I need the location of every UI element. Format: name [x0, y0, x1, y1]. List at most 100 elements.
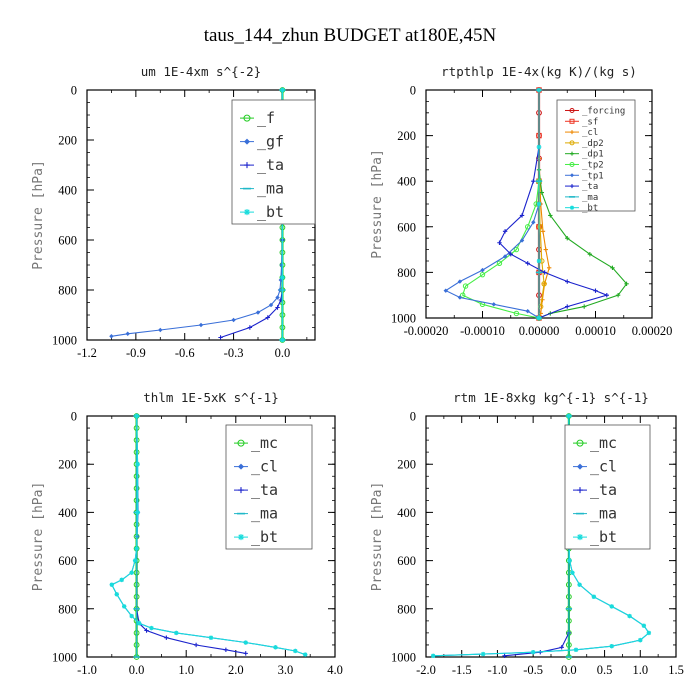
legend-label: _cl [251, 458, 278, 476]
data-point [462, 283, 469, 289]
y-tick-label: 600 [397, 554, 416, 568]
data-point [537, 224, 543, 230]
legend-marker [577, 487, 583, 494]
panel-title: rtpthlp 1E-4x(kg K)/(kg s) [441, 64, 637, 79]
data-point [223, 647, 229, 652]
data-point [198, 322, 204, 328]
data-point [280, 275, 285, 280]
data-point [443, 288, 448, 293]
legend-marker [570, 184, 574, 189]
legend-label: _bt [590, 528, 617, 546]
y-tick-label: 800 [58, 284, 77, 298]
data-point [303, 652, 308, 657]
y-axis-label: Pressure [hPa] [370, 482, 385, 592]
x-tick-label: -1.5 [452, 663, 472, 677]
data-point [570, 570, 575, 575]
legend-label: _tp1 [582, 171, 604, 181]
y-tick-label: 0 [410, 410, 416, 424]
series-line [504, 416, 570, 657]
x-tick-label: 0.0 [275, 346, 291, 360]
y-tick-label: 200 [397, 458, 416, 472]
series-ta [502, 413, 572, 658]
x-tick-label: 0.0 [561, 663, 577, 677]
data-point [536, 87, 542, 93]
data-point [536, 258, 542, 264]
legend-label: _ma [582, 193, 598, 203]
data-point [543, 247, 548, 252]
legend-entry-mc: _mc [573, 434, 617, 452]
chart-panels: um 1E-4xm s^{-2} Pressure [hPa] 0 200 400 600… [31, 64, 684, 677]
data-point [293, 648, 298, 654]
legend-entry-dp2: _dp2 [565, 139, 604, 149]
legend-label: _bt [251, 528, 278, 546]
data-point [615, 293, 621, 298]
data-point [114, 592, 119, 597]
data-point [268, 302, 274, 308]
legend-label: _dp2 [582, 139, 604, 149]
legend-marker [238, 487, 244, 494]
data-point [457, 279, 463, 284]
data-point [539, 190, 545, 195]
data-point [536, 201, 542, 207]
y-tick-label: 200 [397, 129, 416, 143]
legend-label: _ta [582, 182, 598, 192]
data-point [542, 270, 547, 275]
x-tick-label: -0.00010 [460, 324, 505, 338]
data-point [275, 305, 280, 310]
data-point [480, 651, 486, 657]
x-tick-label: 0.00020 [632, 324, 673, 338]
data-point [218, 335, 223, 340]
data-point [129, 570, 134, 575]
data-point [609, 604, 614, 609]
data-point [243, 651, 248, 656]
y-tick-label: 800 [397, 266, 416, 280]
legend-marker [244, 138, 250, 145]
legend-label: _ma [251, 505, 278, 523]
legend-marker [237, 439, 245, 447]
data-point [247, 325, 253, 330]
legend-marker [569, 107, 575, 113]
data-point [536, 315, 542, 321]
data-point [502, 254, 508, 259]
legend-label: _ta [590, 481, 617, 499]
figure-title: taus_144_zhun BUDGET at180E,45N [204, 25, 497, 46]
x-tick-label: 3.0 [278, 663, 294, 677]
data-point [641, 623, 647, 628]
legend-label: _f [257, 109, 275, 127]
data-point [132, 558, 138, 563]
data-point [119, 577, 124, 583]
data-point [243, 640, 248, 645]
legend-label: _cl [582, 128, 598, 138]
y-tick-label: 400 [397, 175, 416, 189]
data-point [593, 288, 598, 293]
data-point [565, 304, 570, 309]
y-axis-label: Pressure [hPa] [370, 149, 385, 259]
data-point [513, 246, 520, 253]
data-point [502, 229, 508, 234]
data-point [457, 295, 463, 300]
y-tick-label: 0 [71, 410, 77, 424]
data-point [164, 635, 169, 640]
y-tick-label: 1000 [52, 334, 77, 348]
y-tick-label: 800 [58, 602, 77, 616]
x-tick-label: -0.9 [126, 346, 146, 360]
legend-box [556, 99, 636, 212]
data-point [497, 240, 502, 245]
x-tick-label: -0.3 [224, 346, 244, 360]
series-line [538, 181, 545, 307]
data-point [582, 304, 587, 309]
legend: _f _gf _ta _ma _bt [231, 99, 316, 225]
x-tick-label: -0.6 [175, 346, 195, 360]
data-point [231, 317, 236, 323]
x-tick-label: -1.0 [488, 663, 508, 677]
y-axis-label: Pressure [hPa] [31, 160, 46, 270]
x-tick-label: -1.2 [77, 346, 97, 360]
data-point [193, 642, 199, 648]
series-line [444, 203, 540, 319]
data-point [565, 236, 570, 241]
y-tick-label: 400 [58, 184, 77, 198]
data-point [144, 628, 149, 633]
data-point [591, 594, 597, 599]
legend-marker [243, 114, 251, 122]
